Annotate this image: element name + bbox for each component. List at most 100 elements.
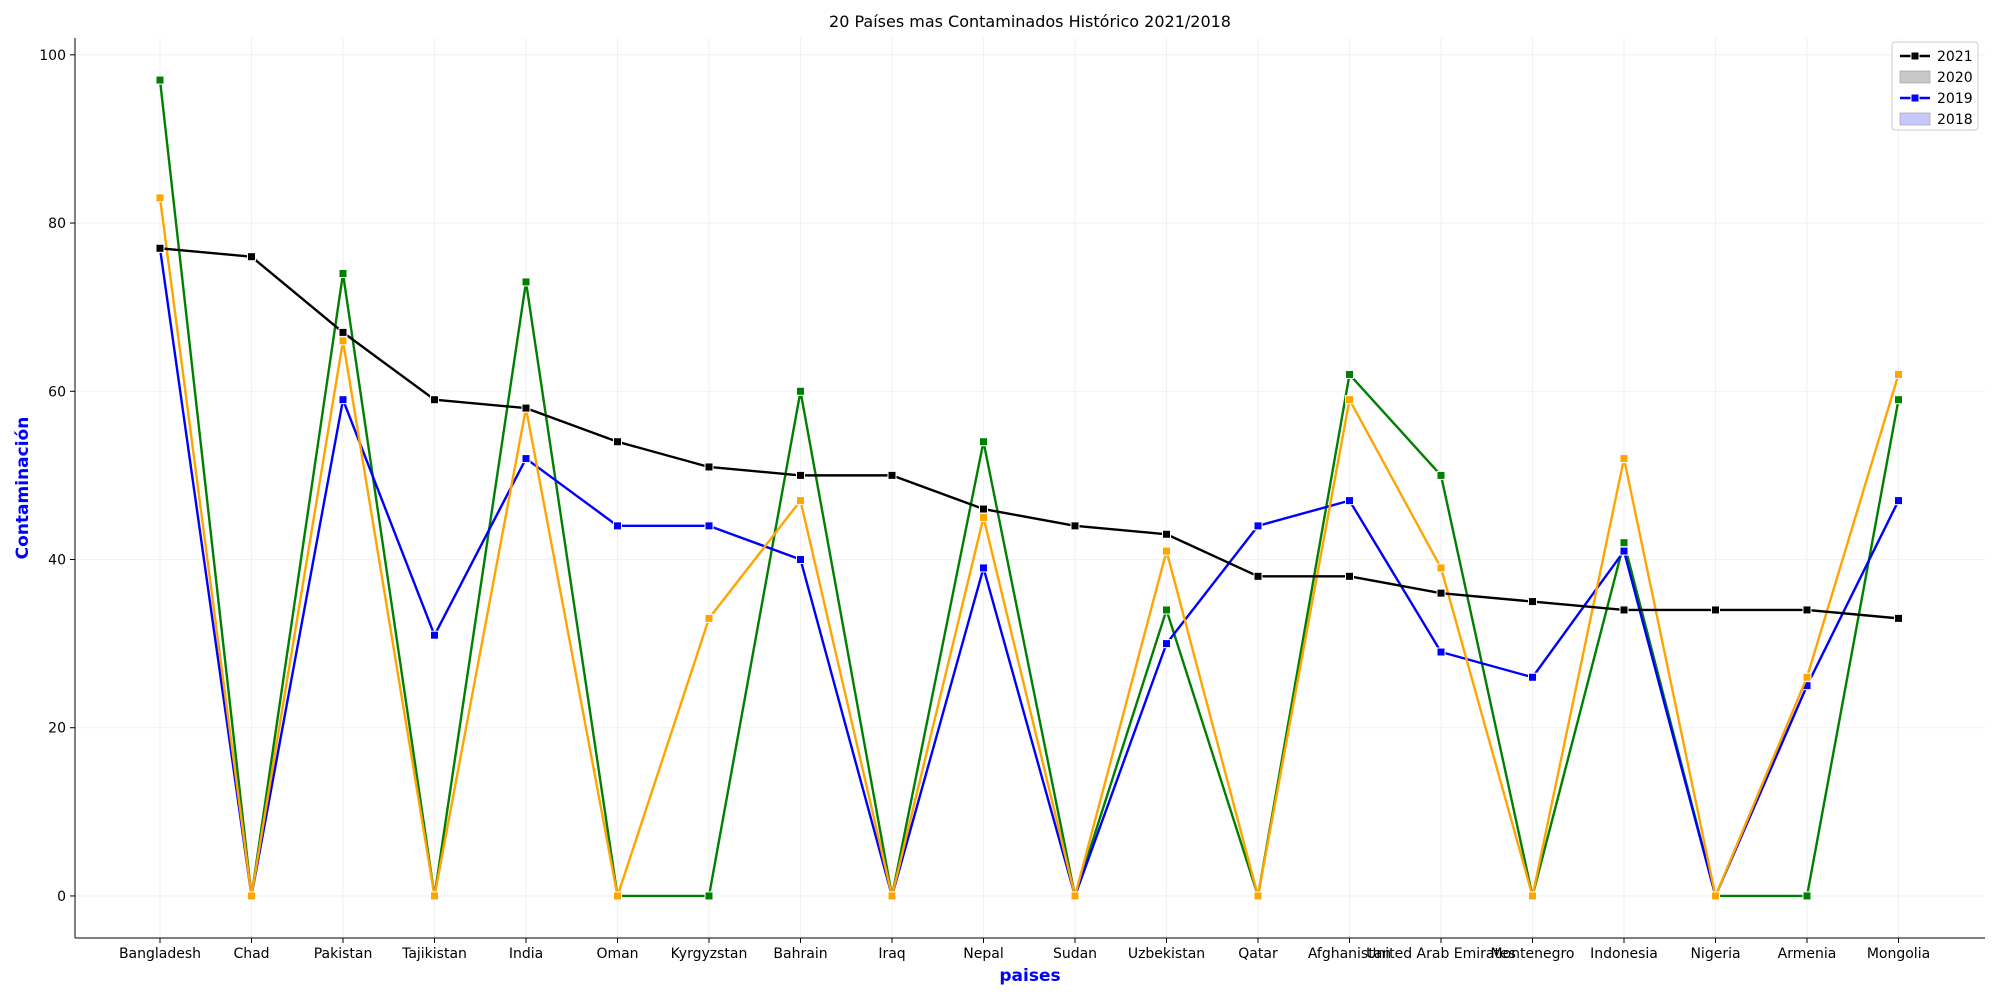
data-point bbox=[796, 470, 805, 480]
data-point bbox=[1802, 605, 1812, 615]
data-point bbox=[979, 437, 988, 447]
data-point bbox=[1162, 639, 1171, 649]
y-axis-label: Contaminación bbox=[13, 417, 33, 560]
axes bbox=[74, 38, 1985, 939]
data-point bbox=[338, 269, 348, 279]
data-point bbox=[430, 891, 439, 901]
data-point bbox=[613, 521, 622, 531]
series-line bbox=[158, 197, 1900, 898]
data-point bbox=[704, 891, 714, 901]
data-point bbox=[1894, 369, 1903, 379]
data-point bbox=[979, 563, 988, 573]
y-tick-label: 20 bbox=[48, 721, 66, 737]
data-point bbox=[155, 193, 165, 203]
x-tick-label: Montenegro bbox=[1490, 946, 1574, 962]
data-point bbox=[887, 470, 897, 480]
x-tick-label: Mongolia bbox=[1867, 946, 1930, 962]
data-point bbox=[338, 336, 348, 346]
data-point bbox=[521, 277, 531, 287]
x-tick-label: Nepal bbox=[963, 946, 1003, 962]
data-point bbox=[1070, 891, 1080, 901]
legend-swatch-marker bbox=[1910, 51, 1920, 61]
series-1 bbox=[155, 193, 1903, 901]
data-point bbox=[1619, 538, 1629, 548]
data-point bbox=[1436, 647, 1446, 657]
data-point bbox=[155, 75, 165, 85]
data-point bbox=[1345, 369, 1354, 379]
legend-swatch-patch bbox=[1899, 70, 1931, 84]
x-tick-label: Sudan bbox=[1053, 946, 1097, 962]
y-tick-label: 100 bbox=[39, 48, 66, 64]
data-point bbox=[979, 504, 988, 514]
data-point bbox=[704, 521, 714, 531]
data-point bbox=[1894, 395, 1903, 405]
x-axis-label: paises bbox=[999, 966, 1060, 986]
x-tick-label: Bahrain bbox=[773, 946, 827, 962]
data-point bbox=[521, 403, 531, 413]
data-point bbox=[1253, 521, 1263, 531]
data-point bbox=[613, 437, 622, 447]
x-tick-label: Armenia bbox=[1778, 946, 1837, 962]
y-tick-label: 60 bbox=[48, 384, 66, 400]
x-tick-label: India bbox=[509, 946, 543, 962]
data-point bbox=[1802, 891, 1812, 901]
x-tick-label: Tajikistan bbox=[401, 946, 467, 962]
legend-box bbox=[1891, 41, 1979, 131]
y-tick-label: 40 bbox=[48, 552, 66, 568]
data-point bbox=[1528, 891, 1537, 901]
data-point bbox=[1711, 891, 1720, 901]
data-point bbox=[430, 630, 439, 640]
legend-label: 2021 bbox=[1937, 49, 1973, 65]
x-tick-label: Afghanistan bbox=[1308, 946, 1391, 962]
data-point bbox=[155, 243, 165, 253]
data-point bbox=[247, 252, 256, 262]
data-point bbox=[1070, 521, 1080, 531]
legend-label: 2019 bbox=[1937, 91, 1973, 107]
series-line bbox=[159, 247, 1899, 620]
data-point bbox=[979, 512, 988, 522]
data-point bbox=[1894, 496, 1903, 506]
legend-label: 2018 bbox=[1937, 112, 1973, 128]
data-point bbox=[704, 613, 714, 623]
data-point bbox=[1528, 597, 1537, 607]
data-point bbox=[1345, 496, 1354, 506]
data-point bbox=[1619, 605, 1629, 615]
data-point bbox=[796, 386, 805, 396]
legend-swatch-patch bbox=[1899, 112, 1931, 126]
data-point bbox=[1711, 605, 1720, 615]
series-line bbox=[158, 248, 1900, 898]
x-tick-label: United Arab Emirates bbox=[1366, 946, 1516, 962]
data-point bbox=[796, 496, 805, 506]
data-point bbox=[1894, 613, 1903, 623]
chart-title: 20 Países mas Contaminados Histórico 202… bbox=[829, 12, 1231, 31]
data-point bbox=[1253, 891, 1263, 901]
data-point bbox=[430, 395, 439, 405]
x-tick-label: Pakistan bbox=[314, 946, 373, 962]
legend: 2021 2020 2019 2018 bbox=[1891, 41, 1979, 131]
x-tick-label: Uzbekistan bbox=[1128, 946, 1205, 962]
data-point bbox=[1345, 395, 1354, 405]
data-point bbox=[338, 327, 348, 337]
x-tick-label: Kyrgyzstan bbox=[671, 946, 748, 962]
y-tick-label: 80 bbox=[48, 216, 66, 232]
data-point bbox=[521, 454, 531, 464]
data-point bbox=[1619, 546, 1629, 556]
data-point bbox=[1253, 571, 1263, 581]
series-line bbox=[158, 79, 1900, 898]
series bbox=[155, 75, 1903, 901]
data-point bbox=[1436, 563, 1446, 573]
data-point bbox=[613, 891, 622, 901]
x-tick-label: Indonesia bbox=[1590, 946, 1658, 962]
data-point bbox=[887, 891, 897, 901]
x-tick-label: Qatar bbox=[1238, 946, 1278, 962]
data-point bbox=[1619, 454, 1629, 464]
data-point bbox=[704, 462, 714, 472]
grid bbox=[75, 38, 1985, 938]
data-point bbox=[338, 395, 348, 405]
y-tick-label: 0 bbox=[57, 889, 66, 905]
data-point bbox=[1162, 529, 1171, 539]
data-point bbox=[1802, 672, 1812, 682]
tick-labels: 0 20 40 60 80 100 Bangladesh Chad Pakistan Tajiki… bbox=[39, 48, 1930, 962]
legend-swatch-marker bbox=[1910, 93, 1920, 103]
